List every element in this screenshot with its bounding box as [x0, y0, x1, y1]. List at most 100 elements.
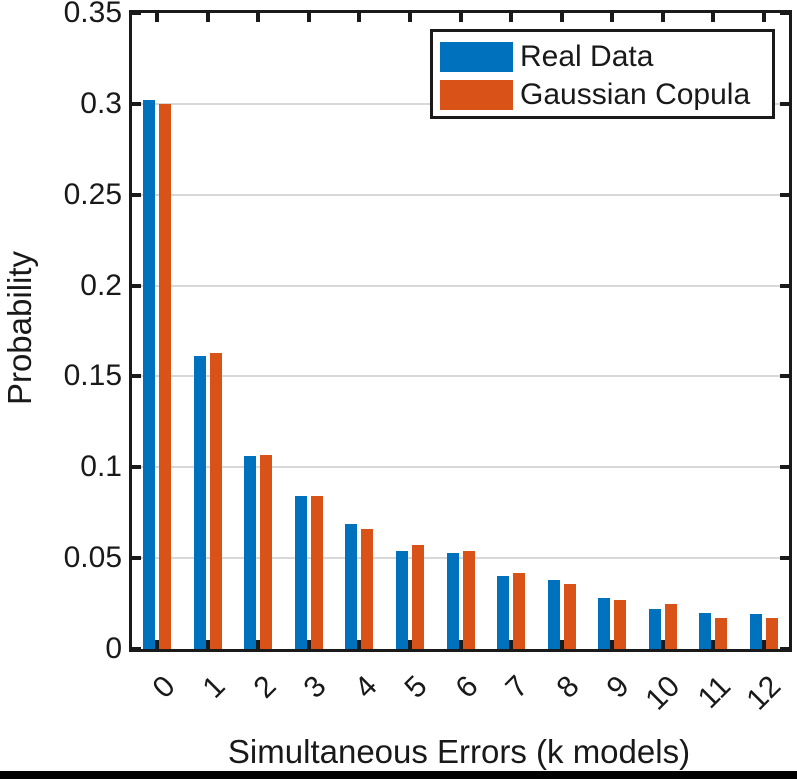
x-tick: [306, 640, 311, 649]
bar-gaussian-copula: [462, 550, 475, 649]
x-tick: [306, 13, 311, 22]
x-tick-label: 3: [297, 669, 333, 705]
legend-swatch-gaussian-copula: [440, 80, 513, 110]
y-tick-label: 0.1: [80, 450, 122, 484]
bar-gaussian-copula: [513, 572, 526, 649]
x-tick: [711, 640, 716, 649]
x-tick-label: 9: [600, 669, 637, 705]
x-tick-label: 12: [740, 669, 788, 717]
y-tick-label: 0.15: [63, 359, 122, 393]
x-tick: [660, 640, 665, 649]
y-tick-label: 0.3: [80, 86, 122, 120]
y-tick: [780, 283, 789, 288]
legend-label-gaussian-copula: Gaussian Copula: [520, 78, 751, 111]
x-tick-label: 6: [449, 669, 485, 705]
x-tick: [357, 640, 362, 649]
x-tick: [458, 640, 463, 649]
bar-gaussian-copula: [563, 583, 576, 649]
legend: Real Data Gaussian Copula: [430, 29, 775, 119]
x-tick: [559, 640, 564, 649]
bar-gaussian-copula: [765, 618, 778, 649]
y-tick: [132, 465, 141, 470]
x-tick: [509, 640, 514, 649]
y-tick: [132, 374, 141, 379]
bar-real-data: [193, 356, 206, 649]
gridline: [132, 466, 789, 469]
y-tick: [132, 283, 141, 288]
y-tick: [780, 465, 789, 470]
bar-real-data: [294, 496, 307, 649]
bar-real-data: [395, 550, 408, 649]
x-tick: [205, 13, 210, 22]
x-tick: [407, 13, 412, 22]
y-tick: [780, 11, 789, 15]
bar-real-data: [749, 614, 762, 649]
x-tick-label: 4: [348, 669, 384, 705]
legend-entry-gaussian-copula: Gaussian Copula: [433, 76, 772, 114]
y-tick: [132, 647, 141, 651]
bar-real-data: [699, 612, 712, 649]
bar-real-data: [497, 576, 510, 649]
x-tick: [407, 640, 412, 649]
gridline: [132, 284, 789, 287]
x-tick: [509, 13, 514, 22]
x-tick: [256, 640, 261, 649]
bar-real-data: [446, 552, 459, 649]
bar-real-data: [598, 598, 611, 649]
y-tick: [780, 647, 789, 651]
x-tick: [761, 640, 766, 649]
y-tick: [132, 556, 141, 561]
x-tick-label: 0: [146, 669, 182, 705]
y-tick-label: 0.2: [80, 268, 122, 302]
x-tick: [559, 13, 564, 22]
bar-gaussian-copula: [715, 618, 728, 649]
x-tick: [610, 640, 615, 649]
x-tick: [256, 13, 261, 22]
gridline: [132, 375, 789, 378]
bar-real-data: [547, 579, 560, 649]
bar-real-data: [244, 456, 257, 649]
y-tick-label: 0.25: [63, 177, 122, 211]
y-tick: [780, 101, 789, 106]
x-tick-label: 8: [550, 669, 586, 705]
x-tick-label: 1: [196, 669, 232, 705]
x-tick-label: 2: [247, 669, 283, 705]
bar-gaussian-copula: [361, 529, 374, 649]
bar-real-data: [648, 609, 661, 649]
bar-gaussian-copula: [411, 545, 424, 649]
bar-gaussian-copula: [209, 352, 222, 649]
x-tick: [155, 13, 160, 22]
y-tick: [780, 192, 789, 197]
y-tick: [132, 11, 141, 15]
bar-gaussian-copula: [310, 496, 323, 649]
x-tick: [357, 13, 362, 22]
x-tick: [660, 13, 665, 22]
legend-swatch-real-data: [440, 42, 513, 72]
x-tick-label: 7: [499, 669, 535, 705]
legend-label-real-data: Real Data: [520, 40, 654, 73]
x-tick: [711, 13, 716, 22]
x-tick: [610, 13, 615, 22]
x-tick-label: 11: [691, 669, 738, 715]
y-tick-label: 0.05: [63, 541, 122, 575]
bar-gaussian-copula: [614, 599, 627, 649]
x-tick: [761, 13, 766, 22]
gridline: [132, 557, 789, 560]
bar-gaussian-copula: [260, 454, 273, 649]
bottom-black-bar: [0, 771, 797, 779]
bar-gaussian-copula: [664, 603, 677, 649]
x-axis-label: Simultaneous Errors (k models): [227, 733, 691, 770]
bar-real-data: [143, 100, 156, 649]
y-tick-label: 0: [105, 632, 122, 665]
y-tick: [132, 192, 141, 197]
y-tick: [780, 556, 789, 561]
y-axis-label: Probability: [1, 250, 38, 406]
bar-gaussian-copula: [159, 103, 172, 649]
x-tick: [155, 640, 160, 649]
x-tick-label: 10: [639, 669, 687, 717]
x-tick: [205, 640, 210, 649]
x-tick: [458, 13, 463, 22]
y-tick: [132, 101, 141, 106]
y-tick: [780, 374, 789, 379]
